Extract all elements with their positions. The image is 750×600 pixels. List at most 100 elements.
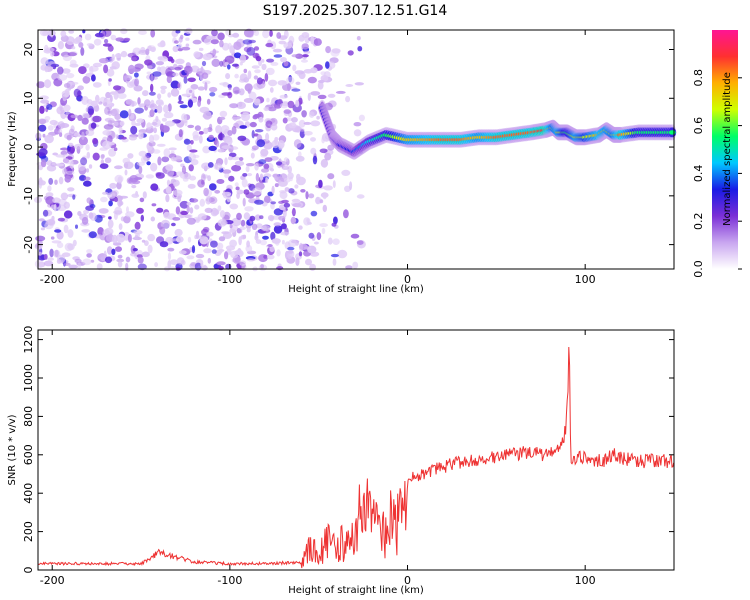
spectrogram-noise-region <box>33 27 366 272</box>
spectrogram-noise-blob <box>78 66 87 75</box>
spectrogram-noise-blob <box>310 36 315 45</box>
spectrogram-noise-blob <box>85 144 90 151</box>
y-tick-label: 400 <box>22 483 35 504</box>
spectrogram-noise-blob <box>240 112 251 122</box>
spectrogram-noise-blob <box>89 212 97 221</box>
spectrogram-noise-blob <box>315 196 321 205</box>
spectrogram-noise-blob <box>278 144 284 151</box>
spectrogram-noise-blob <box>227 84 232 89</box>
spectrogram-noise-blob <box>301 59 308 63</box>
spectrogram-noise-blob <box>102 140 112 150</box>
spectrogram-noise-blob <box>122 157 131 165</box>
spectrogram-noise-blob <box>86 249 93 254</box>
spectrogram-noise-blob <box>147 65 153 69</box>
spectrogram-noise-blob <box>208 134 214 141</box>
spectrogram-noise-blob <box>234 73 239 79</box>
spectrogram-noise-blob <box>221 92 232 96</box>
spectrogram-noise-blob <box>295 257 300 266</box>
spectrogram-noise-blob <box>263 163 270 170</box>
spectrogram-noise-blob <box>113 147 118 151</box>
spectrogram-noise-blob <box>127 64 136 74</box>
spectrogram-noise-blob <box>85 129 95 136</box>
spectrogram-noise-blob <box>153 127 158 134</box>
spectrogram-noise-blob <box>136 207 144 214</box>
spectrogram-noise-blob <box>302 54 309 58</box>
colorbar-gradient <box>712 30 738 269</box>
spectrogram-noise-blob <box>163 148 171 158</box>
spectrogram-noise-blob <box>229 103 239 109</box>
spectrogram-noise-blob <box>119 120 125 127</box>
x-tick-label: 100 <box>575 574 596 587</box>
spectrogram-noise-blob <box>149 134 154 144</box>
spectrogram-noise-blob <box>278 215 286 221</box>
spectrogram-noise-blob <box>305 191 309 200</box>
spectrogram-noise-blob <box>186 217 196 225</box>
spectrogram-noise-blob <box>211 29 218 37</box>
spectrogram-noise-blob <box>230 146 239 150</box>
spectrogram-noise-blob <box>219 210 226 218</box>
spectrogram-noise-blob <box>298 225 303 230</box>
spectrogram-noise-blob <box>254 199 264 205</box>
spectrogram-noise-blob <box>54 249 59 258</box>
spectrogram-noise-blob <box>151 203 157 207</box>
spectrogram-noise-blob <box>233 52 242 59</box>
spectrogram-noise-blob <box>253 98 261 106</box>
spectrogram-noise-blob <box>159 226 166 235</box>
spectrogram-noise-blob <box>353 122 362 127</box>
spectrogram-noise-blob <box>91 74 96 82</box>
spectrogram-noise-blob <box>283 61 289 67</box>
spectrogram-noise-blob <box>145 48 150 56</box>
spectrogram-noise-blob <box>226 193 231 203</box>
spectrogram-noise-blob <box>86 197 92 204</box>
spectrogram-noise-blob <box>256 77 263 85</box>
spectrogram-noise-blob <box>131 101 135 107</box>
spectrogram-noise-blob <box>63 201 70 209</box>
spectrogram-noise-blob <box>210 240 218 248</box>
spectrogram-noise-blob <box>50 236 55 240</box>
spectrogram-noise-blob <box>69 161 74 169</box>
spectrogram-noise-blob <box>93 38 102 46</box>
spectrogram-noise-blob <box>295 99 300 108</box>
spectrogram-noise-blob <box>215 140 220 148</box>
spectrogram-noise-blob <box>246 240 251 248</box>
spectrogram-noise-blob <box>228 175 235 182</box>
spectrogram-noise-blob <box>77 114 83 121</box>
spectrogram-noise-blob <box>190 84 199 90</box>
y-tick-label: 1000 <box>22 364 35 392</box>
spectrogram-noise-blob <box>37 251 43 256</box>
spectrogram-noise-blob <box>181 113 187 122</box>
spectrogram-noise-blob <box>225 73 231 80</box>
spectrogram-noise-blob <box>234 182 239 187</box>
spectrogram-noise-blob <box>198 135 203 144</box>
spectrogram-noise-blob <box>68 30 75 34</box>
spectrogram-noise-blob <box>221 42 230 51</box>
spectrogram-noise-blob <box>152 149 161 154</box>
spectrogram-noise-blob <box>216 250 223 254</box>
spectrogram-noise-blob <box>96 263 103 271</box>
spectrogram-noise-blob <box>174 66 182 71</box>
spectrogram-noise-blob <box>107 192 116 199</box>
spectrogram-noise-blob <box>149 109 155 118</box>
spectrogram-noise-blob <box>264 195 271 204</box>
spectrogram-noise-blob <box>125 256 131 263</box>
spectrogram-noise-blob <box>101 154 105 158</box>
spectrogram-noise-blob <box>61 68 71 74</box>
spectrogram-noise-blob <box>319 148 328 154</box>
spectrogram-noise-blob <box>175 58 185 65</box>
spectrogram-noise-blob <box>325 46 331 54</box>
spectrogram-noise-blob <box>102 191 109 195</box>
spectrogram-noise-blob <box>60 30 67 37</box>
spectrogram-noise-blob <box>175 29 181 34</box>
spectrogram-noise-blob <box>249 121 257 128</box>
spectrogram-noise-blob <box>229 239 238 248</box>
spectrogram-noise-blob <box>66 147 75 155</box>
spectrogram-noise-blob <box>201 72 209 79</box>
spectrogram-noise-blob <box>195 230 200 240</box>
spectrogram-noise-blob <box>174 228 183 237</box>
spectrogram-noise-blob <box>111 248 116 255</box>
y-tick-label: 800 <box>22 406 35 427</box>
y-tick-label: 600 <box>22 444 35 465</box>
spectrogram-noise-blob <box>167 92 172 98</box>
spectrogram-noise-blob <box>208 145 217 151</box>
spectrogram-noise-blob <box>282 208 287 218</box>
